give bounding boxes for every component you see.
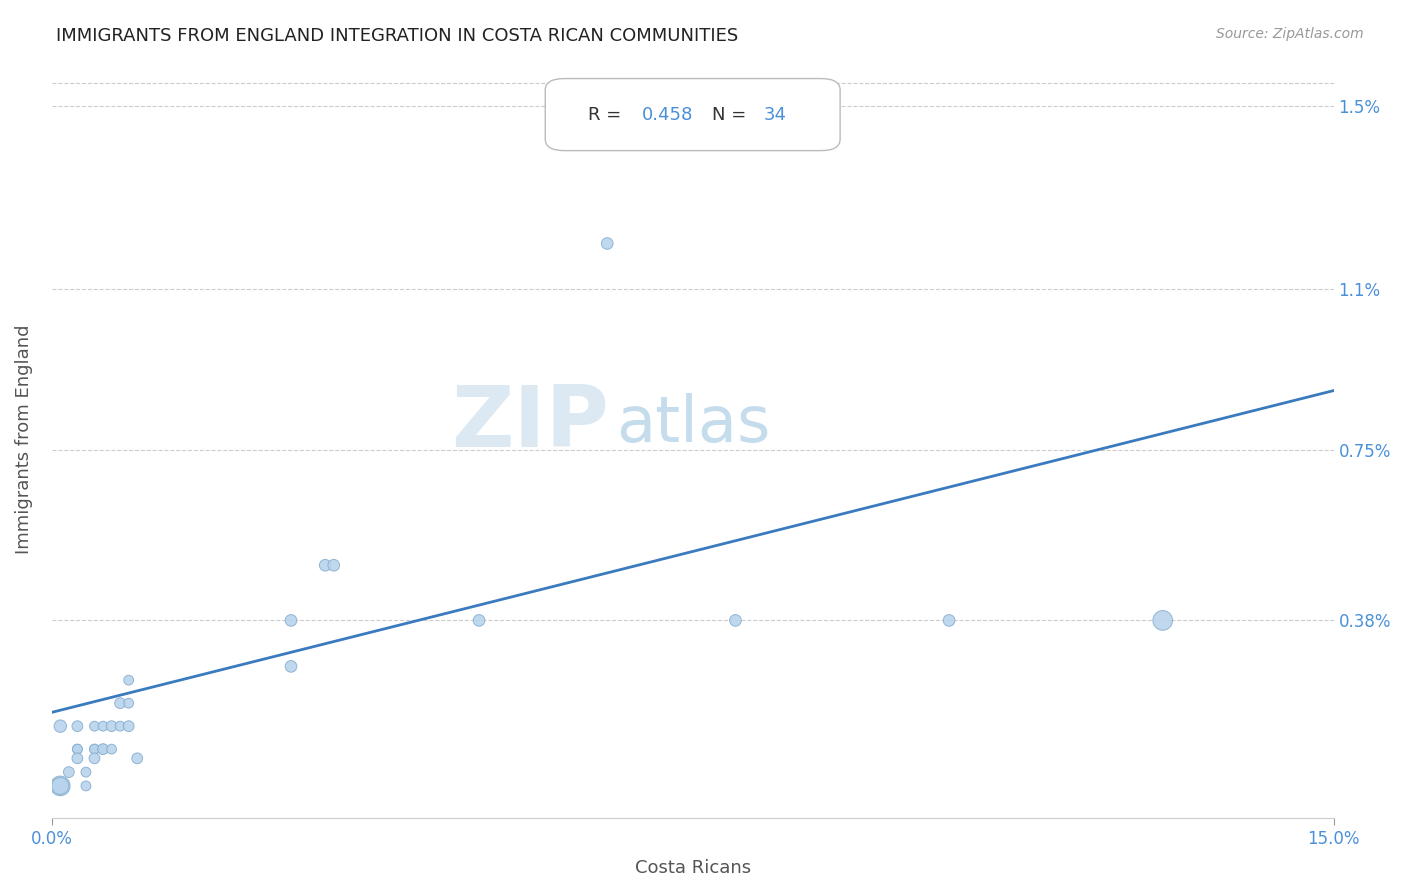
Point <box>100 719 122 733</box>
Point <box>49 779 72 793</box>
Text: R =: R = <box>588 105 627 124</box>
Point <box>66 719 89 733</box>
Point <box>83 751 105 765</box>
Point <box>91 742 114 756</box>
Point <box>314 558 336 573</box>
Point <box>100 742 122 756</box>
Point <box>724 614 747 628</box>
Point <box>1152 614 1174 628</box>
Point <box>83 742 105 756</box>
Point <box>91 742 114 756</box>
Y-axis label: Immigrants from England: Immigrants from England <box>15 324 32 554</box>
Text: atlas: atlas <box>616 392 770 455</box>
Text: ZIP: ZIP <box>451 382 609 465</box>
Point <box>66 742 89 756</box>
Text: 0.458: 0.458 <box>641 105 693 124</box>
Point <box>108 719 131 733</box>
Point <box>58 765 80 780</box>
Point <box>118 673 141 688</box>
Point <box>66 742 89 756</box>
Point <box>127 751 149 765</box>
Point <box>118 719 141 733</box>
Point <box>49 719 72 733</box>
FancyBboxPatch shape <box>546 78 841 151</box>
X-axis label: Costa Ricans: Costa Ricans <box>634 859 751 877</box>
Point <box>49 779 72 793</box>
Point <box>280 614 302 628</box>
Point <box>596 236 619 251</box>
Point <box>118 696 141 710</box>
Point <box>75 779 97 793</box>
Text: N =: N = <box>711 105 752 124</box>
Point <box>91 719 114 733</box>
Text: Source: ZipAtlas.com: Source: ZipAtlas.com <box>1216 27 1364 41</box>
Point <box>108 696 131 710</box>
Text: 34: 34 <box>763 105 786 124</box>
Point <box>66 751 89 765</box>
Point <box>75 765 97 780</box>
Point <box>938 614 960 628</box>
Text: IMMIGRANTS FROM ENGLAND INTEGRATION IN COSTA RICAN COMMUNITIES: IMMIGRANTS FROM ENGLAND INTEGRATION IN C… <box>56 27 738 45</box>
Point <box>322 558 344 573</box>
Point <box>83 742 105 756</box>
Point <box>280 659 302 673</box>
Point <box>83 719 105 733</box>
Point <box>468 614 491 628</box>
